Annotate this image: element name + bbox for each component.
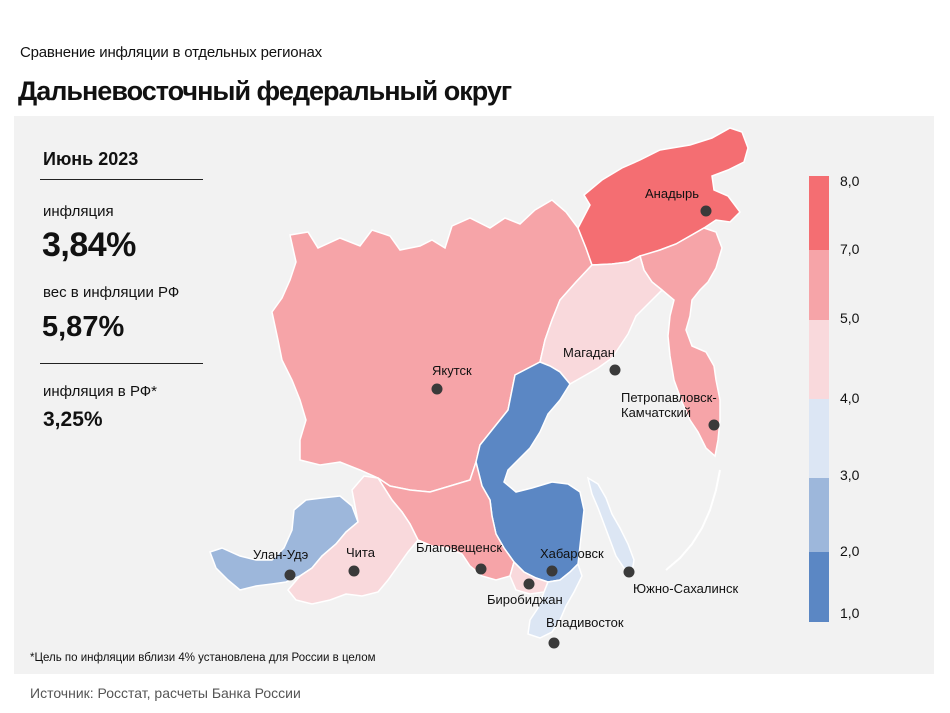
city-label: Магадан (563, 345, 615, 360)
city-label: Чита (346, 545, 376, 560)
region-primorye[interactable] (527, 562, 583, 639)
city-magadan[interactable]: Магадан (563, 345, 621, 376)
color-legend: 8,0 7,0 5,0 4,0 3,0 2,0 1,0 (809, 173, 860, 622)
city-marker (475, 563, 487, 575)
city-yuzhno-sakhalinsk[interactable]: Южно-Сахалинск (623, 566, 739, 597)
legend-tick: 7,0 (840, 241, 860, 257)
legend-tick: 8,0 (840, 173, 860, 189)
legend-bin (809, 250, 829, 320)
city-marker (523, 578, 535, 590)
city-birobidzhan[interactable]: Биробиджан (487, 578, 563, 608)
divider (40, 363, 203, 364)
city-marker (548, 637, 560, 649)
page-title: Дальневосточный федеральный округ (18, 76, 512, 106)
city-yakutsk[interactable]: Якутск (431, 363, 473, 395)
source-note: Источник: Росстат, расчеты Банка России (30, 685, 301, 701)
city-label: Южно-Сахалинск (633, 581, 738, 596)
inflation-label: инфляция (43, 203, 114, 220)
weight-label: вес в инфляции РФ (43, 284, 180, 301)
weight-value: 5,87% (42, 311, 125, 343)
rf-inflation-label: инфляция в РФ* (43, 383, 158, 400)
city-marker (284, 569, 296, 581)
region-kuril-islands (665, 469, 721, 571)
legend-tick: 3,0 (840, 467, 860, 483)
city-label: Благовещенск (416, 540, 502, 555)
city-chita[interactable]: Чита (346, 545, 376, 577)
region-zabaykalsky[interactable] (287, 475, 419, 605)
region-kamchatka[interactable] (639, 227, 723, 458)
city-ulan-ude[interactable]: Улан-Удэ (253, 547, 309, 581)
footnote: *Цель по инфляции вблизи 4% установлена … (30, 652, 376, 664)
city-marker (700, 205, 712, 217)
inflation-value: 3,84% (42, 226, 136, 264)
subtitle: Сравнение инфляции в отдельных регионах (20, 44, 322, 61)
city-label: Петропавловск- (621, 390, 717, 405)
city-label: Анадырь (645, 186, 699, 201)
city-blagoveshchensk[interactable]: Благовещенск (416, 540, 502, 575)
legend-tick: 5,0 (840, 310, 860, 326)
city-label: Улан-Удэ (253, 547, 309, 562)
city-marker (431, 383, 443, 395)
legend-tick: 1,0 (840, 605, 860, 621)
city-anadyr[interactable]: Анадырь (645, 186, 712, 217)
legend-bin (809, 552, 829, 622)
city-label: Владивосток (546, 615, 624, 630)
legend-bin (809, 176, 829, 250)
city-label: Хабаровск (540, 546, 604, 561)
city-petropavlovsk[interactable]: Петропавловск- Камчатский (621, 390, 720, 431)
legend-tick: 4,0 (840, 390, 860, 406)
period-label: Июнь 2023 (43, 149, 139, 169)
region-magadan[interactable] (539, 254, 664, 385)
city-marker (348, 565, 360, 577)
legend-bin (809, 320, 829, 399)
legend-bin (809, 399, 829, 478)
city-marker (623, 566, 635, 578)
city-vladivostok[interactable]: Владивосток (546, 615, 624, 649)
city-marker (609, 364, 621, 376)
rf-inflation-value: 3,25% (43, 408, 103, 431)
city-marker (708, 419, 720, 431)
city-label: Камчатский (621, 405, 691, 420)
city-label: Якутск (432, 363, 472, 378)
divider (40, 179, 203, 180)
legend-tick: 2,0 (840, 543, 860, 559)
city-marker (546, 565, 558, 577)
city-label: Биробиджан (487, 592, 563, 607)
city-khabarovsk[interactable]: Хабаровск (540, 546, 604, 577)
legend-bin (809, 478, 829, 552)
